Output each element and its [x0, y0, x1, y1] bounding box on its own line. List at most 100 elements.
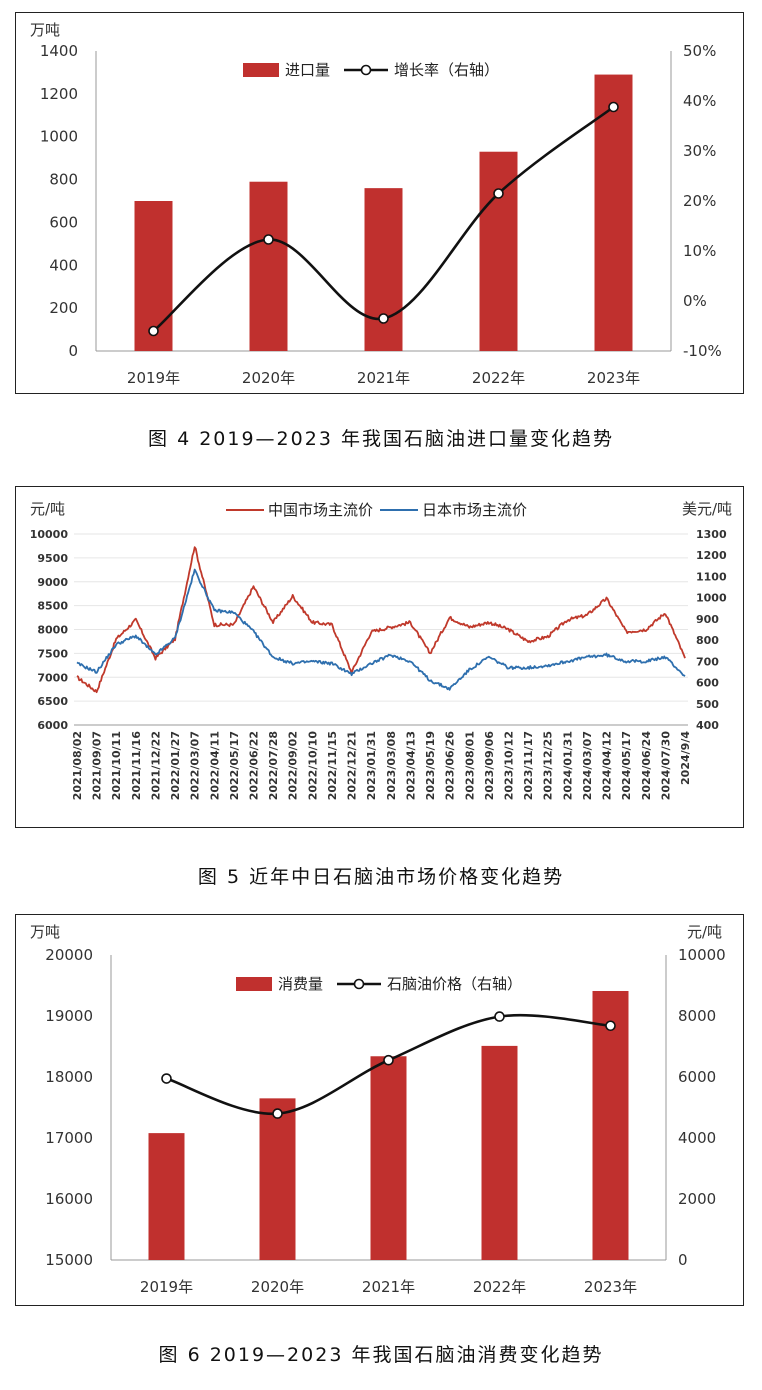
left-tick-label: 9500: [37, 552, 68, 565]
left-unit-label: 万吨: [30, 923, 60, 941]
x-tick-label: 2021/08/02: [71, 731, 84, 800]
right-unit-label: 元/吨: [687, 923, 722, 941]
left-tick-label: 1400: [40, 42, 78, 60]
right-tick-label: 700: [696, 655, 719, 668]
left-tick-label: 1200: [40, 85, 78, 103]
left-tick-label: 8000: [37, 624, 68, 637]
x-tick-label: 2021/09/07: [91, 731, 104, 800]
left-tick-label: 1000: [40, 128, 78, 146]
left-tick-label: 6500: [37, 695, 68, 708]
x-tick-label: 2023/11/17: [522, 731, 535, 800]
left-tick-label: 15000: [45, 1251, 93, 1269]
right-tick-label: 50%: [683, 42, 716, 60]
x-tick-label: 2024/04/12: [601, 731, 614, 800]
right-tick-label: 2000: [678, 1190, 716, 1208]
legend-line-label: 石脑油价格（右轴）: [387, 975, 522, 993]
left-tick-label: 9000: [37, 576, 68, 589]
x-tick-label: 2021/10/11: [110, 731, 123, 800]
right-tick-label: 20%: [683, 192, 716, 210]
line-point-2021年: [383, 1054, 394, 1066]
legend-bar-swatch: [243, 63, 279, 77]
x-tick-label: 2024/03/07: [581, 731, 594, 800]
left-tick-label: 16000: [45, 1190, 93, 1208]
x-tick-label: 2022/07/28: [267, 731, 280, 800]
right-tick-label: 1000: [696, 592, 727, 605]
right-tick-label: 6000: [678, 1068, 716, 1086]
x-tick-label: 2023/10/12: [502, 731, 515, 800]
x-tick-label: 2024/9/4: [679, 731, 692, 785]
right-tick-label: 900: [696, 613, 719, 626]
bar-2023年: [594, 74, 633, 352]
left-tick-label: 20000: [45, 946, 93, 964]
legend-bar-swatch: [236, 977, 272, 991]
right-tick-label: 8000: [678, 1007, 716, 1025]
legend-line-marker: [360, 64, 372, 76]
line-point-2019年: [161, 1073, 172, 1084]
bar-2022年: [479, 151, 518, 351]
right-unit-label: 美元/吨: [682, 500, 732, 518]
caption-figure-6: 图 6 2019—2023 年我国石脑油消费变化趋势: [158, 1344, 604, 1366]
x-tick-label: 2023/05/19: [424, 731, 437, 800]
x-tick-label: 2021年: [362, 1278, 415, 1296]
line-point-2020年: [263, 234, 274, 245]
x-tick-label: 2023/03/08: [385, 731, 398, 800]
x-tick-label: 2023/12/25: [542, 731, 555, 800]
left-tick-label: 800: [49, 171, 78, 189]
legend-bar-label: 消费量: [278, 975, 323, 993]
bar-2021年: [370, 1056, 407, 1260]
legend-line-label: 增长率（右轴）: [394, 61, 499, 79]
x-tick-label: 2022/12/21: [346, 731, 359, 800]
line-point-2023年: [608, 101, 619, 113]
right-tick-label: 40%: [683, 92, 716, 110]
left-tick-label: 6000: [37, 719, 68, 732]
right-tick-label: 400: [696, 719, 719, 732]
x-tick-label: 2022/10/10: [306, 731, 319, 801]
right-tick-label: 500: [696, 698, 719, 711]
x-tick-label: 2020年: [251, 1278, 304, 1296]
right-tick-label: 800: [696, 634, 719, 647]
x-tick-label: 2023/06/26: [444, 731, 457, 801]
left-tick-label: 7500: [37, 647, 68, 660]
x-tick-label: 2022/03/07: [189, 731, 202, 800]
bar-2021年: [364, 188, 403, 351]
x-tick-label: 2024/07/30: [659, 731, 672, 801]
bar-2020年: [259, 1098, 296, 1260]
x-tick-label: 2024/05/17: [620, 731, 633, 800]
x-tick-label: 2022/04/11: [208, 731, 221, 800]
left-tick-label: 18000: [45, 1068, 93, 1086]
bar-2023年: [592, 990, 629, 1260]
x-tick-label: 2023/08/01: [463, 731, 476, 800]
left-tick-label: 10000: [30, 528, 69, 541]
right-tick-label: 4000: [678, 1129, 716, 1147]
left-tick-label: 400: [49, 256, 78, 274]
legend-bar-label: 进口量: [285, 61, 330, 79]
x-tick-label: 2022年: [472, 369, 525, 387]
bar-2022年: [481, 1045, 518, 1260]
right-tick-label: 1100: [696, 570, 727, 583]
right-tick-label: -10%: [683, 342, 722, 360]
right-tick-label: 0: [678, 1251, 688, 1269]
x-tick-label: 2020年: [242, 369, 295, 387]
consumption-chart-svg: 万吨 元/吨 15000 16000 17000 18000 19000 20000 0 2000…: [30, 923, 726, 1296]
x-tick-label: 2022/05/17: [228, 731, 241, 800]
left-unit-label: 万吨: [30, 21, 60, 39]
x-tick-label: 2019年: [140, 1278, 193, 1296]
x-tick-label: 2023/09/06: [483, 731, 496, 801]
bar-2020年: [249, 181, 288, 351]
x-tick-label: 2022/09/02: [287, 731, 300, 800]
x-tick-label: 2024/01/31: [561, 731, 574, 800]
caption-figure-5: 图 5 近年中日石脑油市场价格变化趋势: [197, 866, 565, 888]
left-tick-label: 17000: [45, 1129, 93, 1147]
x-tick-label: 2021/11/16: [130, 731, 143, 801]
right-tick-label: 1300: [696, 528, 727, 541]
x-tick-label: 2019年: [127, 369, 180, 387]
left-tick-label: 0: [68, 342, 78, 360]
line-point-2022年: [493, 188, 504, 199]
line-point-2021年: [378, 313, 389, 324]
right-tick-label: 600: [696, 677, 719, 690]
x-tick-label: 2022/01/27: [169, 731, 182, 800]
left-tick-label: 8500: [37, 600, 68, 613]
x-tick-label: 2023/01/31: [365, 731, 378, 800]
x-tick-label: 2023年: [587, 369, 640, 387]
left-tick-label: 19000: [45, 1007, 93, 1025]
